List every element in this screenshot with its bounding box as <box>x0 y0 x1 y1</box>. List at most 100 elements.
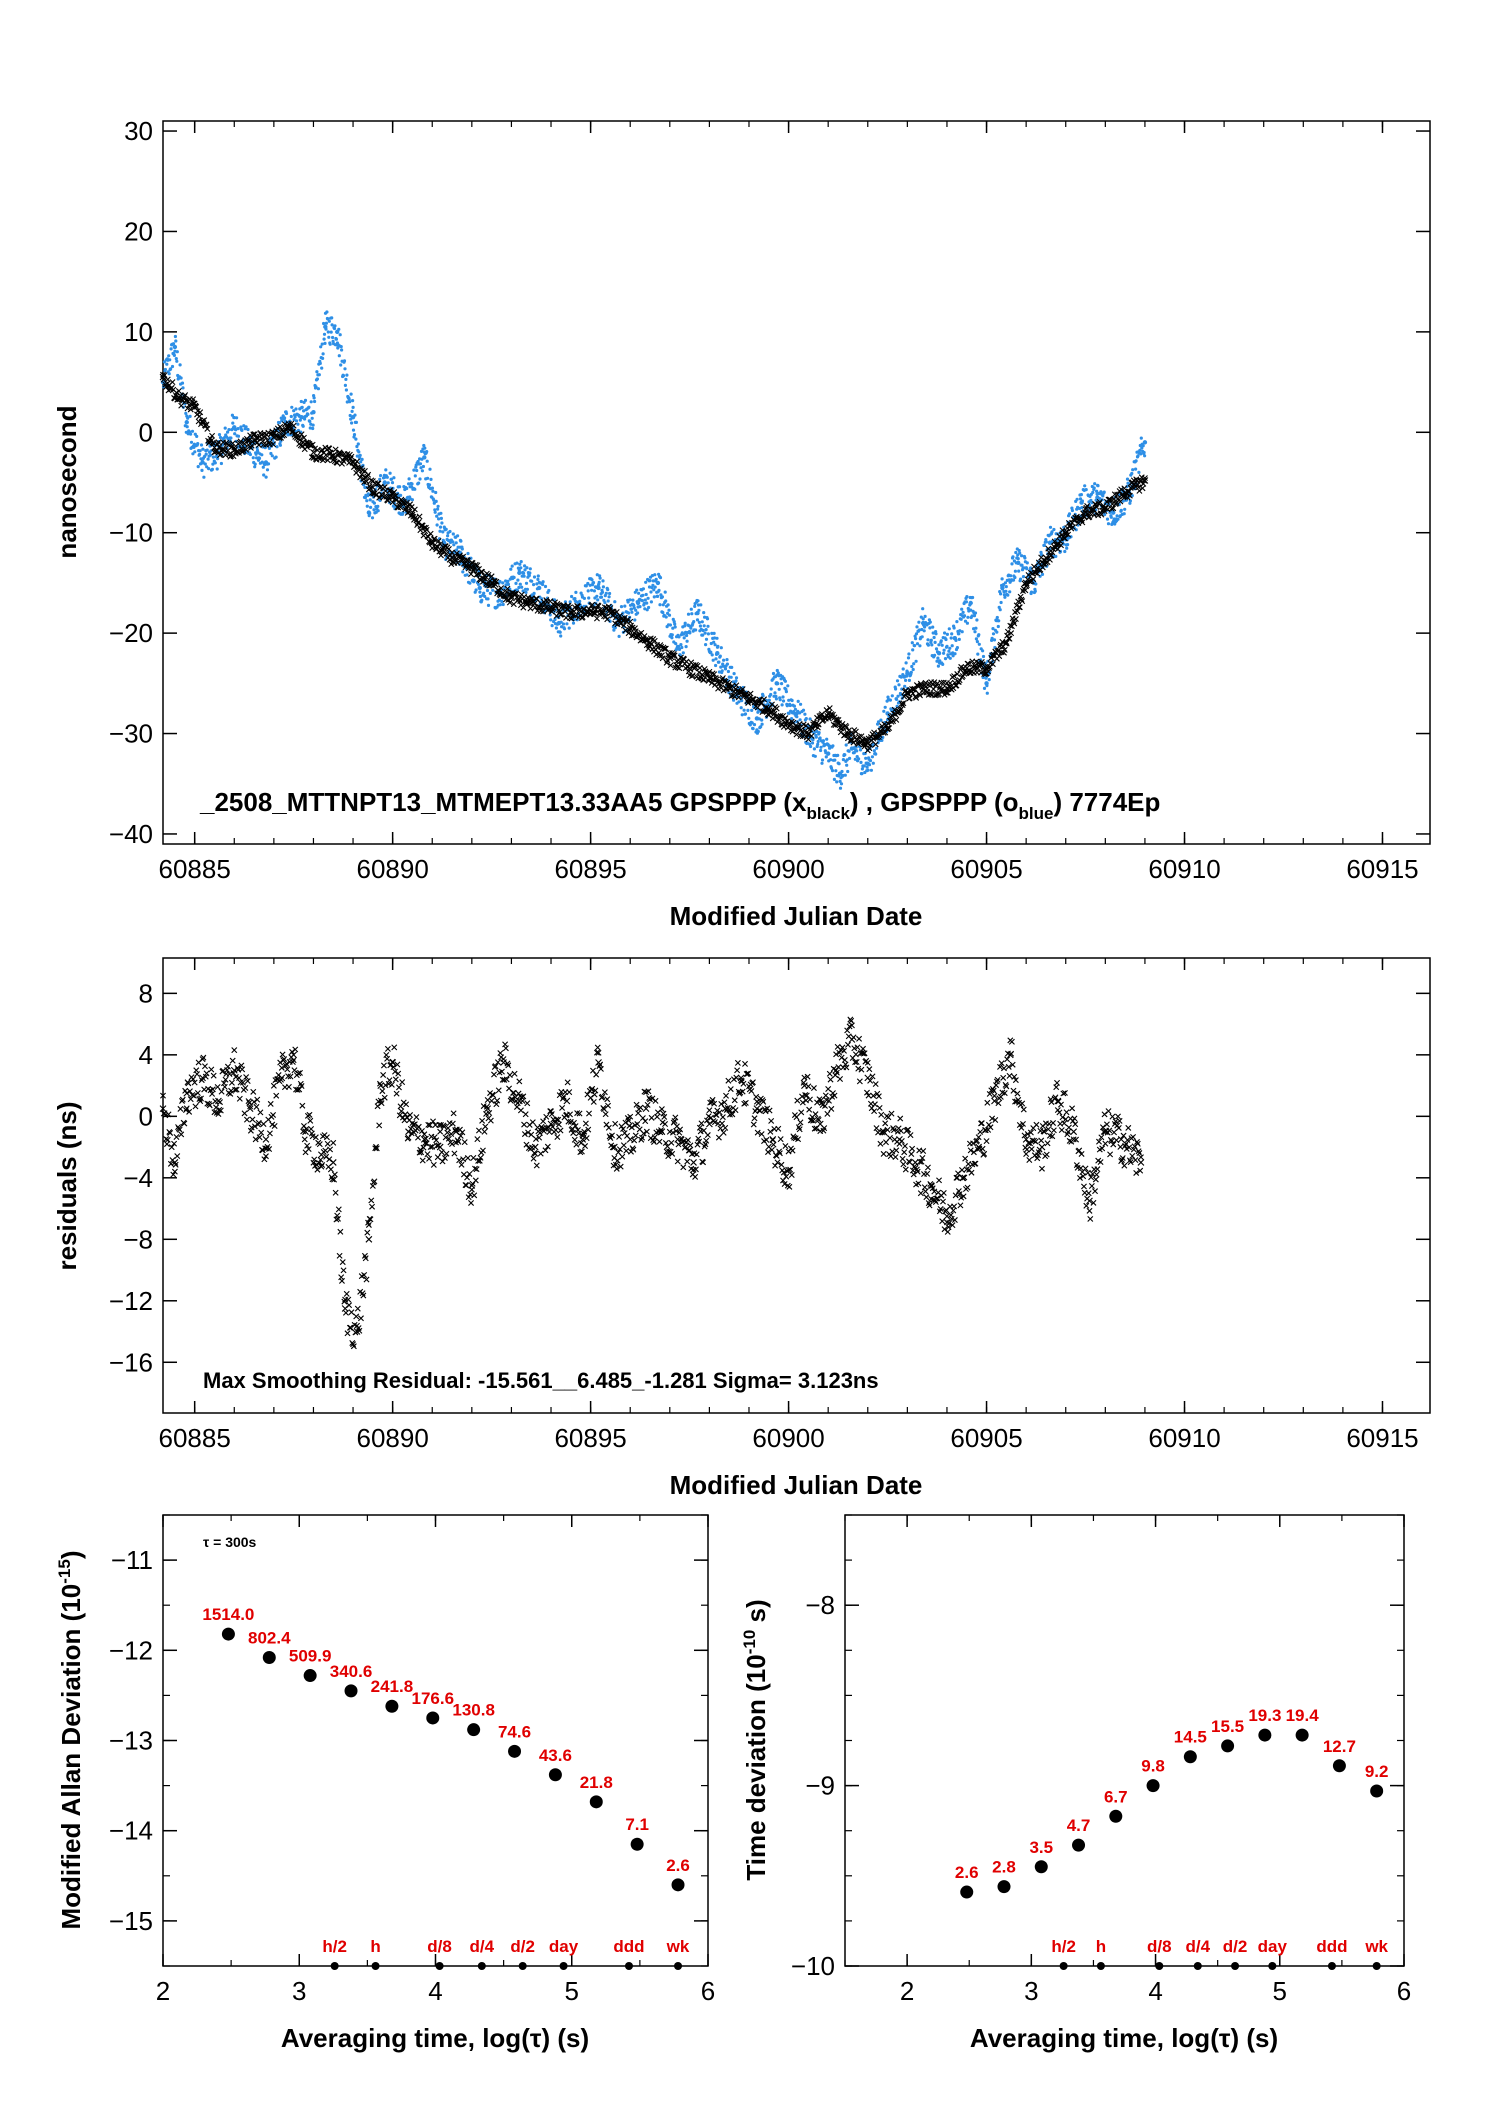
blue-point <box>376 504 380 508</box>
blue-point <box>343 383 347 387</box>
residual-point <box>628 1124 635 1131</box>
black-point <box>468 571 475 578</box>
residual-point <box>368 1197 375 1204</box>
residual-point <box>907 1132 914 1139</box>
black-point <box>504 585 511 592</box>
blue-point <box>456 534 460 538</box>
residual-point <box>1132 1157 1139 1164</box>
x-tick-label: 4 <box>428 1976 442 2006</box>
residual-point <box>835 1064 842 1071</box>
blue-point <box>574 590 578 595</box>
y-tick-label: 8 <box>139 978 153 1008</box>
blue-point <box>1022 566 1026 570</box>
blue-point <box>497 598 501 602</box>
blue-point <box>1016 557 1020 561</box>
residual-point <box>239 1066 246 1073</box>
blue-point <box>676 644 681 649</box>
blue-point <box>401 511 405 515</box>
blue-point <box>920 635 924 639</box>
blue-point <box>1074 528 1078 532</box>
residual-point <box>1054 1079 1061 1086</box>
residual-point <box>488 1097 495 1104</box>
blue-point <box>1130 471 1134 476</box>
blue-point <box>843 753 847 757</box>
blue-point <box>748 723 752 727</box>
black-point <box>201 417 208 424</box>
blue-point <box>645 608 649 612</box>
residual-point <box>250 1088 257 1095</box>
blue-point <box>435 514 439 518</box>
black-point <box>365 471 372 478</box>
blue-point <box>333 324 337 328</box>
blue-point <box>233 432 237 436</box>
blue-point <box>895 679 900 683</box>
x-tick-label: 60890 <box>356 1423 428 1453</box>
blue-point <box>167 372 171 376</box>
blue-point <box>325 310 329 314</box>
blue-point <box>172 353 176 357</box>
blue-point <box>260 453 264 457</box>
blue-point <box>937 643 941 647</box>
residual-point <box>878 1111 885 1118</box>
blue-point <box>226 430 230 434</box>
blue-point <box>296 422 300 426</box>
residual-point <box>208 1066 215 1073</box>
blue-point <box>876 720 881 724</box>
blue-point <box>701 633 705 637</box>
residual-point <box>1065 1124 1072 1131</box>
blue-point <box>931 631 935 635</box>
black-point <box>334 459 341 466</box>
blue-point <box>854 745 858 749</box>
residual-point <box>977 1128 984 1135</box>
residual-point <box>529 1119 536 1126</box>
residual-point <box>1028 1146 1035 1153</box>
residual-point <box>1063 1109 1070 1116</box>
blue-point <box>698 624 703 628</box>
residual-point <box>194 1071 201 1078</box>
blue-point <box>338 333 342 337</box>
black-point <box>469 560 476 567</box>
blue-point <box>953 652 957 656</box>
blue-point <box>232 416 236 420</box>
residual-data-point <box>690 1159 697 1166</box>
black-point <box>761 696 768 703</box>
blue-point <box>845 763 849 767</box>
blue-point <box>504 583 508 587</box>
blue-point <box>643 607 647 611</box>
black-point <box>368 477 375 484</box>
black-data-point <box>310 448 317 456</box>
residual-point <box>258 1129 265 1136</box>
residual-point <box>850 1034 857 1041</box>
black-point <box>593 615 600 622</box>
blue-point <box>200 468 204 472</box>
black-point <box>719 675 726 682</box>
blue-point <box>819 745 823 749</box>
blue-point <box>751 727 755 731</box>
blue-point <box>932 635 936 640</box>
blue-point <box>478 590 482 594</box>
residual-point <box>407 1112 414 1119</box>
blue-point <box>448 529 452 534</box>
blue-point <box>867 763 872 767</box>
blue-point <box>1042 543 1046 547</box>
blue-point <box>633 618 637 622</box>
blue-point <box>774 694 778 699</box>
blue-point <box>478 594 482 599</box>
blue-point <box>965 621 970 625</box>
blue-point <box>1013 575 1017 580</box>
blue-point <box>971 595 975 600</box>
blue-point <box>934 632 938 636</box>
black-point <box>595 603 602 610</box>
residual-point <box>260 1121 267 1128</box>
blue-point <box>684 645 688 649</box>
blue-data-point <box>184 420 189 425</box>
residual-point <box>856 1035 863 1042</box>
blue-point <box>246 427 250 432</box>
blue-point <box>914 637 918 641</box>
residual-point <box>267 1100 274 1107</box>
blue-point <box>314 385 318 389</box>
blue-point <box>568 600 572 604</box>
blue-point <box>1008 590 1012 594</box>
black-point <box>246 437 253 444</box>
blue-point <box>1011 578 1016 582</box>
